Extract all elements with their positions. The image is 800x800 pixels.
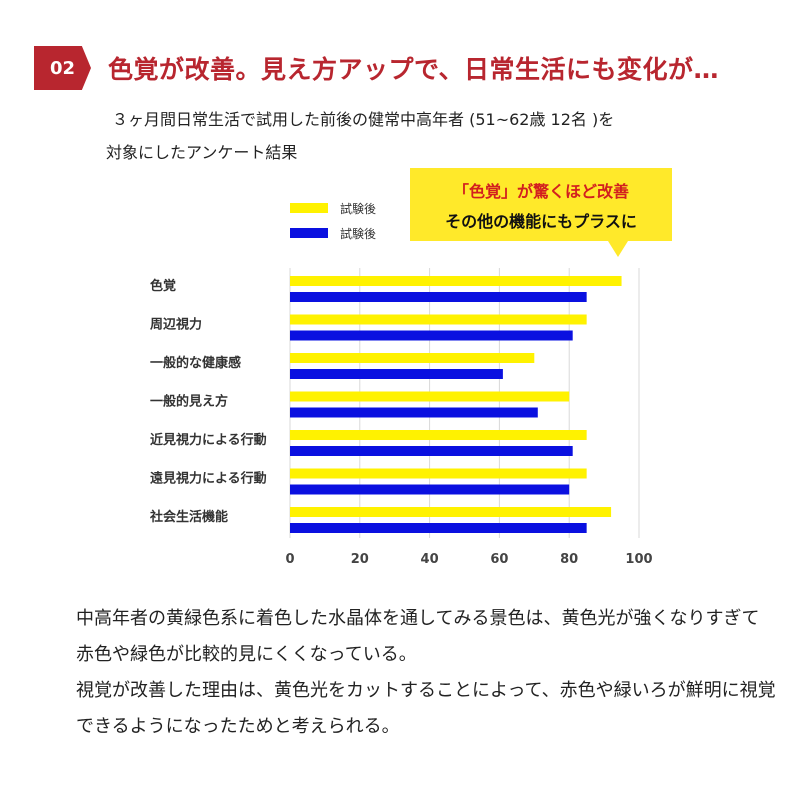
x-tick-label: 60 bbox=[490, 552, 508, 567]
explanation-text: 中高年者の黄緑色系に着色した水晶体を通してみる景色は、黄色光が強くなりすぎて赤色… bbox=[76, 601, 776, 745]
x-tick-label: 100 bbox=[625, 552, 652, 567]
section-number-badge: 02 bbox=[34, 46, 91, 90]
bar-series-1 bbox=[290, 353, 535, 363]
bar-series-1 bbox=[290, 391, 570, 402]
subtitle-line-2: 対象にしたアンケート結果 bbox=[106, 143, 298, 162]
category-label: 社会生活機能 bbox=[149, 509, 228, 525]
bar-series-1 bbox=[290, 507, 612, 517]
results-bar-chart: 0 20 40 60 80 100 色覚周辺視力一般的な健康感一般的見え方近見視力による行動… bbox=[149, 201, 653, 567]
legend-swatch-series-1 bbox=[290, 203, 328, 213]
category-label: 周辺視力 bbox=[150, 317, 202, 333]
legend-label: 試験後 bbox=[340, 226, 376, 241]
x-tick-label: 0 bbox=[285, 552, 294, 567]
bar-series-1 bbox=[290, 276, 622, 286]
page-headline: 色覚が改善。見え方アップで、日常生活にも変化が… bbox=[108, 55, 720, 84]
x-tick-label: 20 bbox=[351, 552, 369, 567]
x-tick-label: 40 bbox=[421, 552, 439, 567]
bar-series-2 bbox=[290, 330, 573, 341]
bar-series-2 bbox=[290, 407, 538, 418]
category-label: 一般的見え方 bbox=[150, 394, 228, 410]
bar-series-2 bbox=[290, 369, 503, 379]
category-label: 色覚 bbox=[150, 278, 176, 294]
bar-series-1 bbox=[290, 430, 587, 440]
bar-series-1 bbox=[290, 468, 587, 479]
callout-line-1: 「色覚」が驚くほど改善 bbox=[452, 182, 629, 201]
category-label: 近見視力による行動 bbox=[150, 432, 267, 448]
category-label: 一般的な健康感 bbox=[150, 355, 241, 371]
explanation-paragraph-2: 視覚が改善した理由は、黄色光をカットすることによって、赤色や緑いろが鮮明に視覚で… bbox=[76, 680, 776, 737]
bar-series-1 bbox=[290, 314, 587, 325]
legend-label: 試験後 bbox=[340, 201, 376, 216]
callout-box: 「色覚」が驚くほど改善 その他の機能にもプラスに bbox=[410, 168, 672, 257]
survey-description: ３ヶ月間日常生活で試用した前後の健常中高年者 (51~62歳 12名 )を 対象… bbox=[106, 103, 615, 169]
explanation-paragraph-1: 中高年者の黄緑色系に着色した水晶体を通してみる景色は、黄色光が強くなりすぎて赤色… bbox=[76, 608, 760, 665]
legend-swatch-series-2 bbox=[290, 228, 328, 238]
x-tick-label: 80 bbox=[560, 552, 578, 567]
category-label: 遠見視力による行動 bbox=[150, 471, 267, 487]
bar-series-2 bbox=[290, 292, 587, 302]
bar-series-2 bbox=[290, 446, 573, 456]
subtitle-line-1: ３ヶ月間日常生活で試用した前後の健常中高年者 (51~62歳 12名 )を bbox=[112, 110, 615, 129]
callout-line-2: その他の機能にもプラスに bbox=[445, 212, 637, 231]
bar-series-2 bbox=[290, 523, 587, 533]
bar-series-2 bbox=[290, 484, 570, 495]
badge-label: 02 bbox=[49, 57, 76, 79]
